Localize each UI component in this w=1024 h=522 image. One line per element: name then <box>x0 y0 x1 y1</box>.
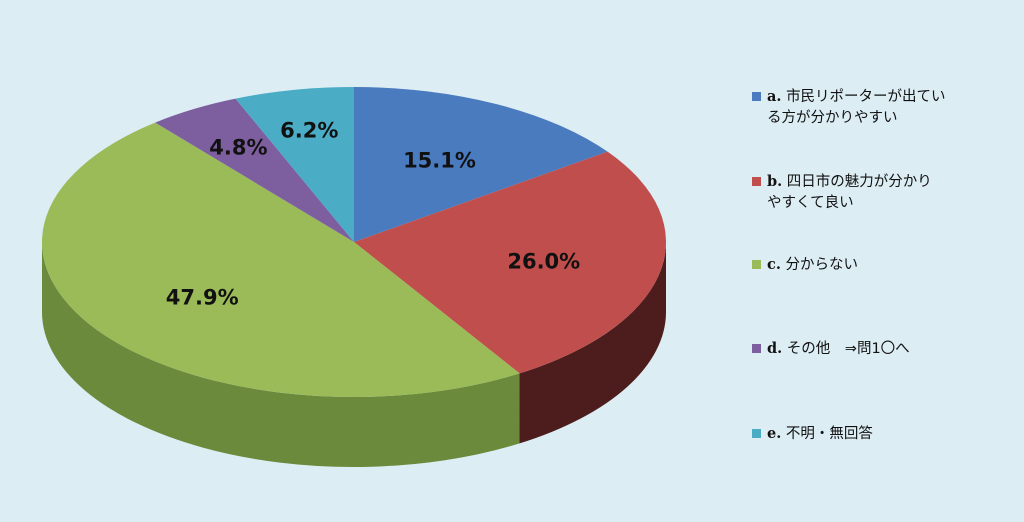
legend-item-a: a. 市民リポーターが出ている方が分かりやすい <box>752 86 1012 129</box>
legend-line-a2: る方が分かりやすい <box>767 110 898 126</box>
legend-key-c: c. <box>767 256 781 273</box>
legend-swatch-a <box>752 92 761 101</box>
legend-line-e1: 不明・無回答 <box>785 426 873 442</box>
data-label-b: 26.0% <box>507 250 580 274</box>
legend-swatch-b <box>752 177 761 186</box>
pie-sides <box>42 242 666 467</box>
data-label-c: 47.9% <box>166 285 239 309</box>
data-label-e: 6.2% <box>280 119 338 143</box>
data-label-a: 15.1% <box>403 148 476 172</box>
legend-key-b: b. <box>767 173 783 190</box>
legend-item-b: b. 四日市の魅力が分かりやすくて良い <box>752 171 1012 214</box>
legend-item-c: c. 分からない <box>752 254 1012 276</box>
legend-item-e: e. 不明・無回答 <box>752 423 1012 445</box>
pie-slice-d <box>155 98 354 242</box>
legend-line-b1: 四日市の魅力が分かり <box>786 174 932 190</box>
pie-slice-a <box>354 87 608 242</box>
pie-top <box>42 87 666 397</box>
legend-swatch-d <box>752 344 761 353</box>
legend-swatch-e <box>752 429 761 438</box>
data-label-d: 4.8% <box>209 135 267 159</box>
pie-side-c <box>42 242 520 467</box>
pie-slice-e <box>235 87 354 242</box>
pie-labels: 15.1% 26.0% 47.9% 4.8% 6.2% <box>166 119 580 310</box>
pie-slice-c <box>42 122 520 397</box>
legend-line-d1: その他 ⇒問1〇へ <box>786 341 910 357</box>
pie-slice-b <box>354 151 666 374</box>
legend-line-c1: 分からない <box>785 257 859 273</box>
legend-key-e: e. <box>767 425 782 442</box>
pie-side-b <box>519 242 666 444</box>
legend-item-d: d. その他 ⇒問1〇へ <box>752 338 1012 360</box>
legend-line-a1: 市民リポーターが出てい <box>786 89 946 105</box>
legend-key-d: d. <box>767 340 783 357</box>
legend-swatch-c <box>752 260 761 269</box>
legend-key-a: a. <box>767 88 782 105</box>
legend-line-b2: やすくて良い <box>767 195 854 211</box>
